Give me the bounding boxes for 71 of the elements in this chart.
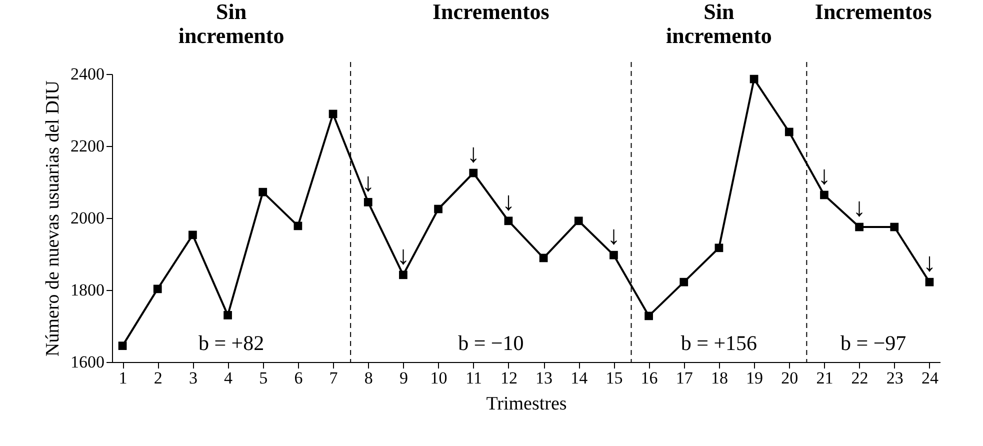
x-tick-label: 7 — [329, 368, 338, 388]
x-tick-label: 13 — [536, 368, 553, 388]
x-tick-label: 22 — [851, 368, 868, 388]
point — [784, 128, 794, 136]
point — [328, 110, 338, 118]
point — [118, 342, 127, 350]
point — [890, 222, 899, 232]
point — [364, 198, 372, 206]
x-tick-label: 8 — [364, 368, 373, 388]
point — [153, 284, 162, 294]
x-tick-label: 16 — [640, 368, 658, 388]
x-tick-label: 11 — [466, 368, 482, 388]
point — [714, 244, 724, 252]
point — [539, 254, 548, 262]
x-tick-label: 20 — [781, 368, 798, 388]
x-axis-title: Trimestres — [486, 394, 567, 414]
x-tick-label: 4 — [224, 368, 234, 388]
text: Incrementos — [814, 0, 932, 24]
point — [750, 74, 758, 84]
point — [610, 250, 618, 260]
point — [504, 216, 513, 226]
point — [258, 188, 268, 196]
y-tick-label: 1800 — [70, 280, 104, 300]
text: Sin incremento — [666, 0, 772, 48]
y-tick-label: 2400 — [70, 64, 104, 84]
x-tick-label: 2 — [154, 368, 162, 388]
annotation: b = +82 — [198, 331, 264, 355]
annotation: ↓ — [502, 186, 515, 216]
annotation: b = −10 — [458, 331, 524, 355]
x-tick-label: 12 — [500, 368, 518, 388]
annotation: ↓ — [466, 139, 480, 168]
x-tick-label: 6 — [294, 368, 303, 388]
x-tick-label: 21 — [816, 368, 834, 388]
x-tick-label: 19 — [746, 368, 764, 388]
x-tick-label: 3 — [188, 368, 198, 388]
point — [574, 216, 583, 226]
point — [820, 190, 828, 200]
text: Incrementos — [432, 0, 550, 24]
x-tick-label: 23 — [886, 368, 904, 388]
point — [855, 222, 864, 232]
x-tick-label: 5 — [259, 368, 268, 388]
x-tick-label: 18 — [710, 368, 728, 388]
y-axis-title: Número de nuevas usuarias del DIU — [42, 80, 64, 356]
x-tick-label: 9 — [399, 368, 408, 388]
x-tick-label: 17 — [676, 368, 694, 388]
y-tick-label: 1600 — [70, 352, 104, 372]
y-tick-label: 2200 — [70, 136, 104, 156]
annotation: ↓ — [818, 160, 831, 190]
x-tick-label: 14 — [570, 368, 588, 388]
annotation: b = −97 — [840, 331, 906, 355]
point — [224, 311, 232, 320]
point — [925, 278, 934, 286]
annotation: ↓ — [396, 240, 410, 270]
annotation: b = +156 — [680, 331, 758, 355]
x-tick-label: 15 — [606, 368, 623, 388]
point — [469, 168, 478, 178]
x-tick-label: 24 — [921, 368, 939, 388]
annotation: ↓ — [852, 193, 866, 222]
text: Sin incremento — [178, 0, 284, 48]
x-tick-label: 1 — [118, 368, 128, 388]
point — [294, 222, 302, 230]
annotation: ↓ — [922, 248, 936, 278]
point — [399, 270, 408, 280]
point — [644, 312, 653, 320]
annotation: ↓ — [362, 168, 375, 198]
annotation: ↓ — [607, 221, 620, 250]
y-tick-label: 2000 — [70, 208, 104, 228]
point — [188, 230, 197, 240]
x-tick-label: 10 — [430, 368, 448, 388]
point — [680, 278, 688, 286]
point — [434, 204, 442, 214]
